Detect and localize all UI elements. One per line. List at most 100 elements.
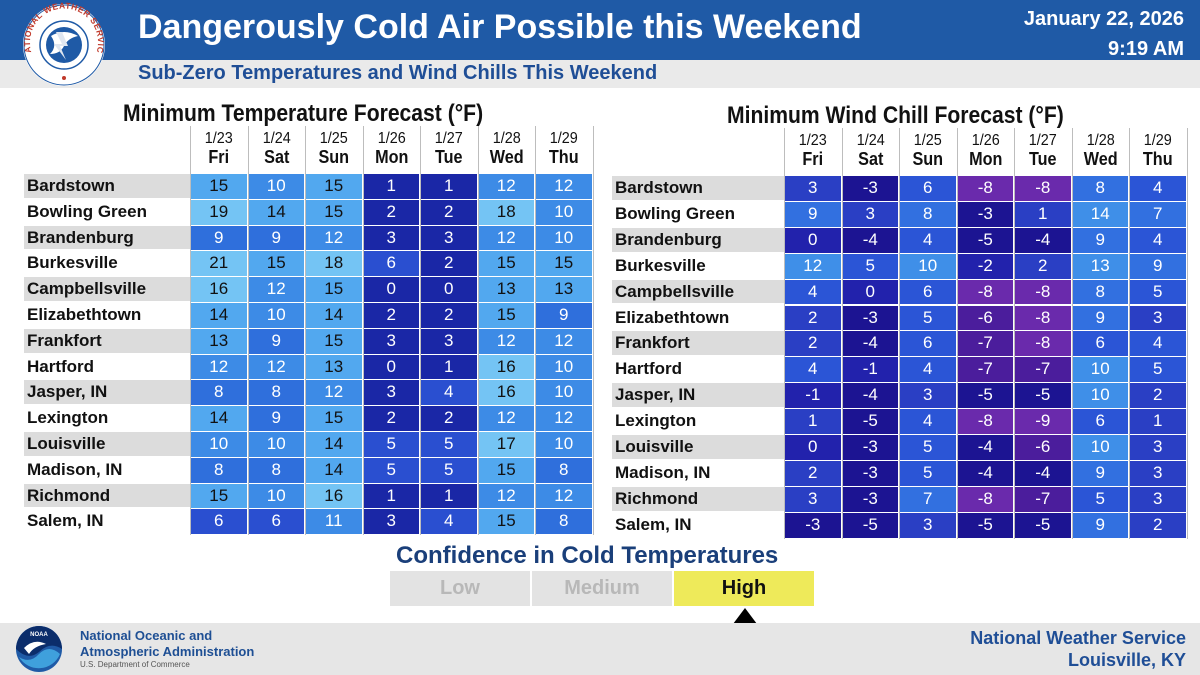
windchill-value-cell: 4 [785,279,841,305]
windchill-city-label: Bardstown [612,176,784,200]
page-title: Dangerously Cold Air Possible this Weeke… [138,8,862,46]
windchill-value-cell: -8 [957,176,1013,201]
temperature-value-cell: 19 [191,199,247,225]
windchill-value-cell: 8 [1072,176,1128,201]
temperature-column-date: 1/24 [262,130,291,147]
windchill-column-header: 1/23 Fri [787,132,839,168]
temperature-column-divider [362,126,364,536]
temperature-value-cell: 9 [248,225,304,251]
windchill-value-cell: 9 [1072,512,1128,538]
temperature-value-cell: 12 [536,406,592,431]
temperature-value-cell: 10 [248,174,304,199]
windchill-column-divider [1071,128,1073,539]
temperature-value-cell: 8 [191,457,247,483]
noaa-logo-icon: NOAA [16,626,62,672]
temperature-column-header: 1/29 Thu [538,130,590,166]
temperature-value-cell: 12 [306,380,362,406]
temperature-column-header: 1/26 Mon [365,130,417,166]
temperature-value-cell: 13 [191,328,247,354]
windchill-city-label: Salem, IN [615,514,692,534]
temperature-column-divider [305,126,306,536]
windchill-value-cell: -6 [957,305,1013,331]
windchill-value-cell: 3 [900,383,956,409]
temperature-value-cell: 12 [248,354,304,380]
windchill-column-divider [1129,128,1130,539]
windchill-value-cell: 3 [1130,305,1186,331]
temperature-value-cell: 8 [536,457,592,483]
temperature-value-cell: 12 [478,174,534,199]
windchill-value-cell: -3 [842,435,898,460]
temperature-value-cell: 10 [248,483,304,509]
windchill-column-header: 1/28 Wed [1074,132,1126,168]
temperature-value-cell: 6 [191,509,247,535]
temperature-value-cell: 4 [421,380,477,406]
temperature-value-cell: 3 [363,380,419,406]
windchill-city-label: Campbellsville [612,279,784,304]
windchill-column-day: Fri [802,149,824,169]
windchill-column-day: Sat [857,149,883,169]
windchill-value-cell: 7 [1130,201,1186,227]
temperature-column-date: 1/28 [492,130,521,147]
windchill-value-cell: 3 [785,176,841,201]
temperature-value-cell: 18 [306,251,362,277]
date-label: January 22, 2026 [1023,8,1184,30]
temperature-column-divider [420,126,421,536]
temperature-value-cell: 5 [421,457,477,483]
temperature-city-label: Madison, IN [27,459,123,479]
noaa-name-line1: National Oceanic and [80,628,213,643]
temperature-column-day: Thu [548,147,579,167]
temperature-value-cell: 8 [248,457,304,483]
windchill-value-cell: 5 [900,305,956,331]
windchill-value-cell: -7 [1015,357,1071,383]
temperature-value-cell: 21 [191,251,247,277]
temperature-column-divider [247,126,249,536]
temperature-value-cell: 15 [306,277,362,302]
temperature-value-cell: 13 [536,277,592,302]
windchill-value-cell: -8 [1015,305,1071,331]
temperature-column-day: Sun [318,147,350,167]
windchill-column-day: Sun [912,149,944,169]
windchill-value-cell: -5 [842,409,898,434]
temperature-value-cell: 2 [421,303,477,328]
temperature-column-day: Fri [208,147,230,167]
windchill-value-cell: 5 [1072,486,1128,512]
temperature-column-header: 1/23 Fri [193,130,245,166]
temperature-value-cell: 15 [536,251,592,277]
temperature-column-header: 1/24 Sat [250,130,302,166]
temperature-city-label: Lexington [27,408,109,428]
windchill-column-divider [841,128,843,539]
windchill-column-day: Wed [1083,149,1118,169]
temperature-value-cell: 6 [248,509,304,535]
windchill-column-divider [956,128,958,539]
windchill-column-date: 1/29 [1143,132,1172,149]
windchill-value-cell: -3 [957,201,1013,227]
temperature-value-cell: 16 [306,483,362,509]
windchill-city-label: Hartford [615,359,683,379]
windchill-value-cell: -9 [1015,409,1071,434]
temperature-column-date: 1/26 [377,130,406,147]
temperature-value-cell: 12 [191,354,247,380]
windchill-value-cell: 4 [1130,227,1186,253]
windchill-value-cell: 1 [1015,201,1071,227]
confidence-medium: Medium [532,571,672,606]
windchill-value-cell: 12 [785,253,841,279]
temperature-value-cell: 8 [191,380,247,406]
windchill-value-cell: -3 [785,512,841,538]
windchill-value-cell: 2 [1015,253,1071,279]
temperature-value-cell: 12 [478,225,534,251]
windchill-value-cell: 9 [785,201,841,227]
temperature-value-cell: 15 [306,328,362,354]
windchill-city-label: Brandenburg [612,227,784,252]
temperature-value-cell: 2 [421,406,477,431]
temperature-value-cell: 12 [478,406,534,431]
windchill-value-cell: 10 [1072,383,1128,409]
windchill-value-cell: -5 [842,512,898,538]
confidence-high: High [674,571,814,606]
confidence-low: Low [390,571,530,606]
windchill-city-label: Burkesville [615,255,706,275]
temperature-column-date: 1/27 [434,130,463,147]
windchill-value-cell: 4 [1130,331,1186,357]
temperature-value-cell: 15 [191,483,247,509]
windchill-value-cell: 4 [1130,176,1186,201]
windchill-column-header: 1/29 Thu [1132,132,1184,168]
